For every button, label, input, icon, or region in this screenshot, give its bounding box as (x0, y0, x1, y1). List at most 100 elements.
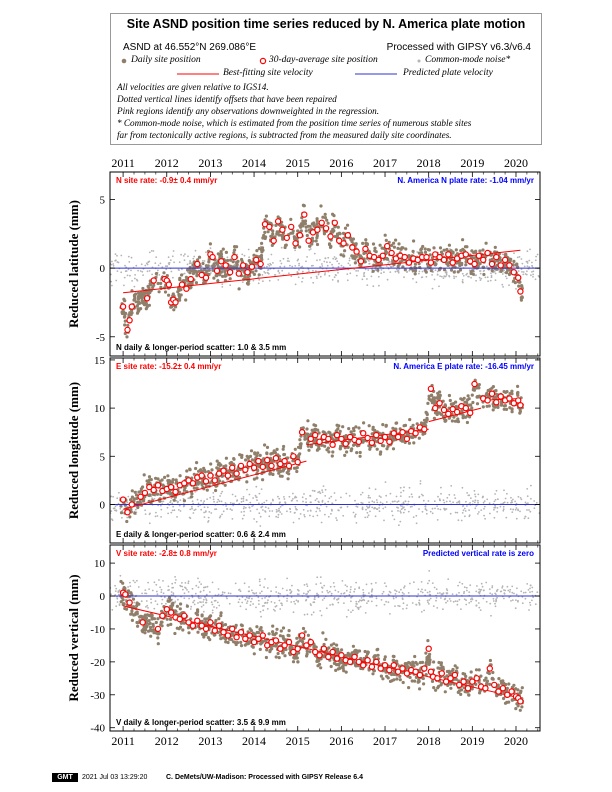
avg30-point (237, 462, 245, 470)
daily-point (512, 259, 516, 263)
cm-noise-point (360, 493, 362, 496)
cm-noise-point (495, 598, 497, 601)
cm-noise-point (259, 592, 261, 594)
cm-noise-point (478, 511, 480, 513)
daily-point (281, 447, 285, 451)
cm-noise-point (449, 512, 452, 515)
cm-noise-point (328, 497, 331, 500)
avg30-point (392, 255, 400, 262)
cm-noise-point (142, 274, 145, 276)
cm-noise-point (258, 580, 261, 583)
daily-point (305, 233, 309, 238)
avg30-point (353, 248, 360, 255)
cm-noise-point (486, 276, 489, 279)
cm-noise-point (408, 486, 411, 489)
cm-noise-point (407, 592, 410, 594)
daily-point (208, 481, 212, 485)
cm-noise-point (370, 275, 373, 278)
cm-noise-point (477, 493, 480, 496)
daily-point (218, 633, 222, 637)
daily-point (331, 450, 335, 454)
cm-noise-point (252, 504, 254, 507)
daily-point (456, 270, 460, 274)
cm-noise-point (237, 601, 240, 604)
cm-noise-point (226, 508, 228, 510)
cm-noise-point (401, 591, 404, 594)
daily-point (139, 487, 143, 491)
daily-point (265, 463, 269, 467)
daily-point (393, 427, 397, 431)
cm-noise-point (155, 256, 158, 258)
cm-noise-point (305, 260, 307, 263)
avg30-point (285, 462, 293, 470)
cm-noise-point (427, 268, 429, 271)
daily-point (428, 253, 432, 257)
cm-noise-point (490, 274, 493, 277)
cm-noise-point (202, 586, 205, 589)
cm-noise-point (162, 500, 165, 503)
daily-point (328, 245, 333, 249)
daily-point (215, 459, 219, 463)
cm-noise-point (431, 582, 434, 584)
cm-noise-point (409, 506, 412, 508)
daily-point (351, 644, 355, 648)
daily-point (190, 492, 194, 496)
cm-noise-point (470, 600, 472, 603)
daily-point (134, 300, 138, 304)
cm-noise-point (460, 608, 462, 610)
cm-noise-point (492, 600, 495, 602)
cm-noise-point (355, 522, 358, 524)
daily-point (304, 229, 308, 233)
cm-noise-point (469, 598, 472, 601)
cm-noise-point (474, 499, 477, 502)
avg30-point (432, 404, 439, 412)
cm-noise-point (165, 268, 168, 271)
cm-noise-point (403, 506, 405, 508)
avg30-point (301, 211, 308, 218)
cm-noise-point (394, 500, 396, 503)
daily-point (133, 511, 137, 515)
avg30-point (220, 467, 227, 474)
cm-noise-point (359, 605, 362, 608)
cm-noise-point (420, 611, 423, 613)
cm-noise-point (277, 510, 279, 512)
cm-noise-point (116, 497, 119, 500)
cm-noise-point (153, 607, 156, 610)
cm-noise-point (266, 587, 269, 589)
cm-noise-point (400, 511, 402, 514)
cm-noise-point (370, 594, 373, 596)
daily-point (343, 226, 348, 230)
cm-noise-point (512, 508, 515, 511)
cm-noise-point (150, 250, 153, 252)
cm-noise-point (197, 502, 200, 505)
cm-noise-point (520, 258, 523, 260)
daily-point (306, 224, 310, 228)
cm-noise-point (316, 497, 318, 500)
cm-noise-point (121, 509, 124, 512)
cm-noise-point (177, 500, 179, 503)
cm-noise-point (520, 268, 523, 271)
cm-noise-point (521, 602, 524, 605)
cm-noise-point (345, 589, 348, 592)
daily-point (438, 393, 442, 397)
daily-point (432, 396, 437, 400)
cm-noise-point (283, 496, 285, 498)
daily-point (163, 290, 168, 294)
avg30-point (288, 223, 295, 231)
cm-noise-point (385, 494, 388, 497)
cm-noise-point (431, 507, 434, 510)
daily-point (188, 468, 192, 472)
cm-noise-point (366, 278, 368, 280)
cm-noise-point (144, 589, 147, 591)
cm-noise-point (395, 590, 398, 593)
cm-noise-point (247, 248, 250, 251)
daily-point (209, 462, 213, 466)
avg30-point (270, 237, 277, 244)
daily-point (404, 247, 408, 251)
cm-noise-point (280, 513, 283, 515)
site-rate-text: N site rate: -0.9± 0.4 mm/yr (116, 176, 217, 185)
cm-noise-point (480, 582, 483, 585)
cm-noise-point (272, 608, 275, 611)
daily-point (312, 224, 316, 228)
avg30-points-north (119, 211, 524, 334)
